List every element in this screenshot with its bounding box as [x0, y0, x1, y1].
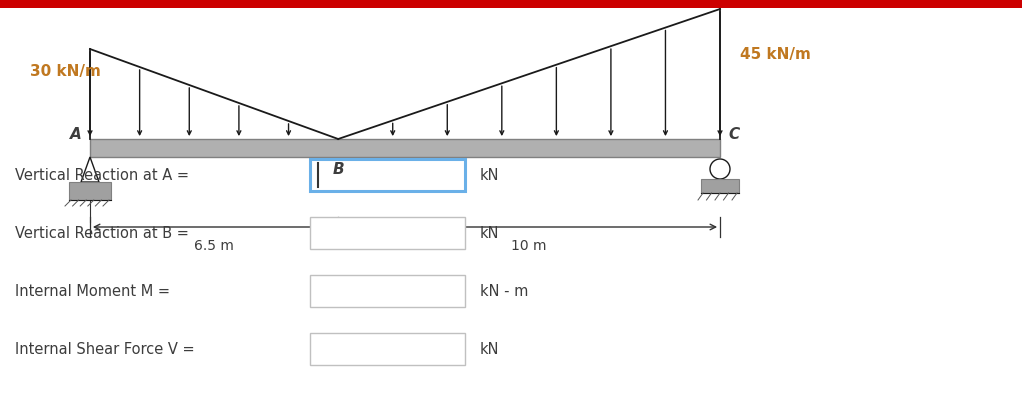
- Bar: [90, 139, 721, 157]
- Text: kN: kN: [480, 341, 500, 357]
- Bar: [701, 179, 739, 193]
- Text: A: A: [71, 127, 82, 142]
- Text: B: B: [332, 162, 344, 177]
- Text: Vertical Reaction at B =: Vertical Reaction at B =: [15, 226, 193, 241]
- Text: 10 m: 10 m: [511, 239, 547, 253]
- Text: kN: kN: [480, 226, 500, 241]
- Text: kN - m: kN - m: [480, 283, 528, 299]
- FancyBboxPatch shape: [310, 217, 465, 249]
- Text: Internal Moment M =: Internal Moment M =: [15, 283, 175, 299]
- Polygon shape: [81, 157, 99, 182]
- Text: 30 kN/m: 30 kN/m: [30, 64, 101, 79]
- Text: C: C: [728, 127, 739, 142]
- Circle shape: [710, 159, 730, 179]
- Text: 6.5 m: 6.5 m: [194, 239, 234, 253]
- Text: Internal Shear Force V =: Internal Shear Force V =: [15, 341, 199, 357]
- Text: kN: kN: [480, 168, 500, 183]
- FancyBboxPatch shape: [310, 333, 465, 365]
- FancyBboxPatch shape: [310, 159, 465, 191]
- Text: Vertical Reaction at A =: Vertical Reaction at A =: [15, 168, 193, 183]
- Bar: [69, 182, 111, 200]
- Bar: [0, 0, 1022, 8]
- FancyBboxPatch shape: [310, 275, 465, 307]
- Text: 45 kN/m: 45 kN/m: [740, 47, 810, 62]
